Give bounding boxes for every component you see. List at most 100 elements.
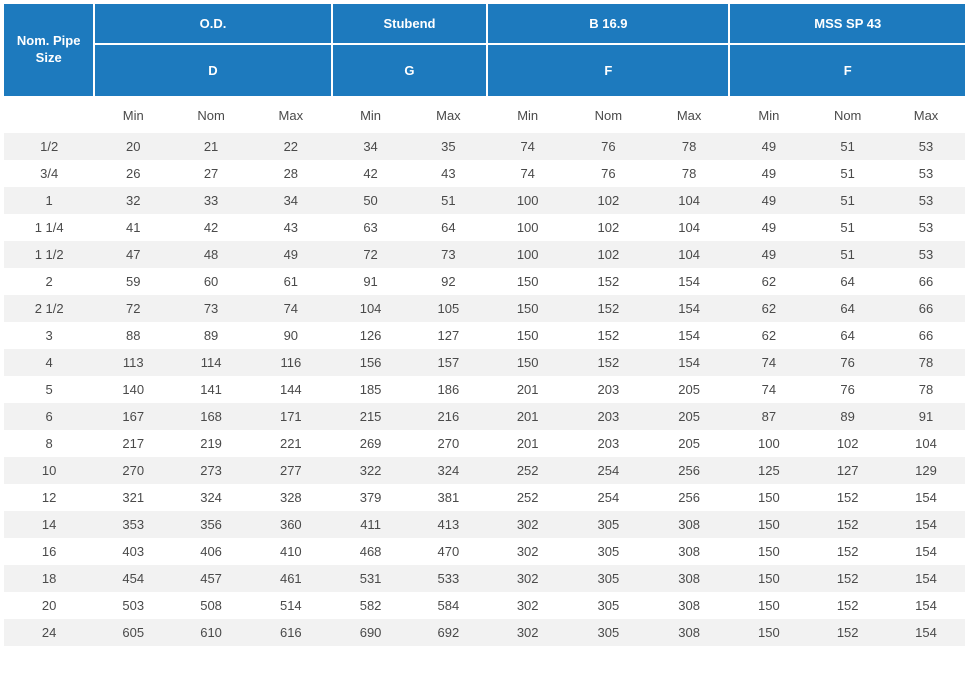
table-cell: 76 (808, 349, 887, 376)
table-cell: 154 (649, 295, 730, 322)
table-cell: 154 (887, 511, 965, 538)
table-cell: 61 (250, 268, 332, 295)
table-cell: 74 (487, 160, 568, 187)
table-cell: 468 (332, 538, 410, 565)
table-cell: 49 (729, 214, 808, 241)
table-cell: 154 (887, 565, 965, 592)
table-cell: 216 (409, 403, 487, 430)
table-cell: 141 (172, 376, 250, 403)
table-cell: 104 (887, 430, 965, 457)
table-row: 8217219221269270201203205100102104 (4, 430, 965, 457)
table-cell: 92 (409, 268, 487, 295)
table-cell: 48 (172, 241, 250, 268)
table-cell: 105 (409, 295, 487, 322)
table-cell: 205 (649, 403, 730, 430)
table-cell: 89 (172, 322, 250, 349)
table-cell: 66 (887, 322, 965, 349)
header-sub-cell: Nom (568, 97, 649, 133)
table-cell: 305 (568, 538, 649, 565)
table-cell: 50 (332, 187, 410, 214)
header-group-cell: MSS SP 43 (729, 4, 965, 44)
table-cell: 256 (649, 457, 730, 484)
table-cell: 356 (172, 511, 250, 538)
table-cell: 66 (887, 268, 965, 295)
table-cell: 62 (729, 268, 808, 295)
header-group-row: Nom. Pipe Size O.D.StubendB 16.9MSS SP 4… (4, 4, 965, 44)
table-cell: 503 (94, 592, 172, 619)
table-cell: 64 (808, 322, 887, 349)
table-cell: 51 (808, 241, 887, 268)
table-cell: 379 (332, 484, 410, 511)
table-cell: 74 (487, 133, 568, 160)
table-cell: 152 (568, 295, 649, 322)
table-cell: 457 (172, 565, 250, 592)
table-row: 3/42627284243747678495153 (4, 160, 965, 187)
table-cell: 584 (409, 592, 487, 619)
table-row: 25960619192150152154626466 (4, 268, 965, 295)
table-cell: 20 (4, 592, 94, 619)
table-cell: 205 (649, 376, 730, 403)
table-cell: 76 (568, 133, 649, 160)
table-body: 1/220212234357476784951533/4262728424374… (4, 133, 965, 646)
table-cell: 53 (887, 214, 965, 241)
table-cell: 74 (250, 295, 332, 322)
table-cell: 116 (250, 349, 332, 376)
table-cell: 72 (332, 241, 410, 268)
table-cell: 53 (887, 241, 965, 268)
table-cell: 152 (808, 592, 887, 619)
table-cell: 104 (649, 214, 730, 241)
table-cell: 78 (887, 349, 965, 376)
table-cell: 201 (487, 403, 568, 430)
table-cell: 43 (250, 214, 332, 241)
table-cell: 104 (332, 295, 410, 322)
table-cell: 51 (808, 214, 887, 241)
table-cell: 6 (4, 403, 94, 430)
table-cell: 20 (94, 133, 172, 160)
table-cell: 302 (487, 592, 568, 619)
table-cell: 154 (649, 349, 730, 376)
table-cell: 91 (332, 268, 410, 295)
table-cell: 26 (94, 160, 172, 187)
table-cell: 12 (4, 484, 94, 511)
table-cell: 270 (94, 457, 172, 484)
table-cell: 256 (649, 484, 730, 511)
table-cell: 185 (332, 376, 410, 403)
table-cell: 514 (250, 592, 332, 619)
header-group-cell: B 16.9 (487, 4, 729, 44)
table-cell: 531 (332, 565, 410, 592)
table-cell: 102 (568, 241, 649, 268)
table-cell: 64 (409, 214, 487, 241)
header-sub-cell: Max (250, 97, 332, 133)
nom-pipe-line2: Size (36, 50, 62, 65)
table-cell: 616 (250, 619, 332, 646)
table-cell: 152 (808, 538, 887, 565)
table-cell: 324 (172, 484, 250, 511)
table-cell: 150 (487, 349, 568, 376)
table-cell: 49 (729, 187, 808, 214)
table-cell: 150 (487, 322, 568, 349)
header-sub-cell: Min (94, 97, 172, 133)
table-cell: 100 (487, 187, 568, 214)
table-cell: 150 (487, 295, 568, 322)
table-cell: 90 (250, 322, 332, 349)
table-row: 14353356360411413302305308150152154 (4, 511, 965, 538)
table-cell: 152 (568, 268, 649, 295)
table-cell: 252 (487, 457, 568, 484)
table-cell: 533 (409, 565, 487, 592)
table-cell: 100 (487, 241, 568, 268)
table-cell: 144 (250, 376, 332, 403)
table-cell: 302 (487, 565, 568, 592)
table-cell: 33 (172, 187, 250, 214)
table-cell: 18 (4, 565, 94, 592)
table-cell: 152 (808, 484, 887, 511)
table-cell: 203 (568, 403, 649, 430)
table-cell: 150 (729, 565, 808, 592)
table-cell: 203 (568, 376, 649, 403)
table-cell: 1 1/4 (4, 214, 94, 241)
table-cell: 104 (649, 187, 730, 214)
table-cell: 308 (649, 538, 730, 565)
table-cell: 127 (409, 322, 487, 349)
table-cell: 167 (94, 403, 172, 430)
table-cell: 66 (887, 295, 965, 322)
table-cell: 215 (332, 403, 410, 430)
